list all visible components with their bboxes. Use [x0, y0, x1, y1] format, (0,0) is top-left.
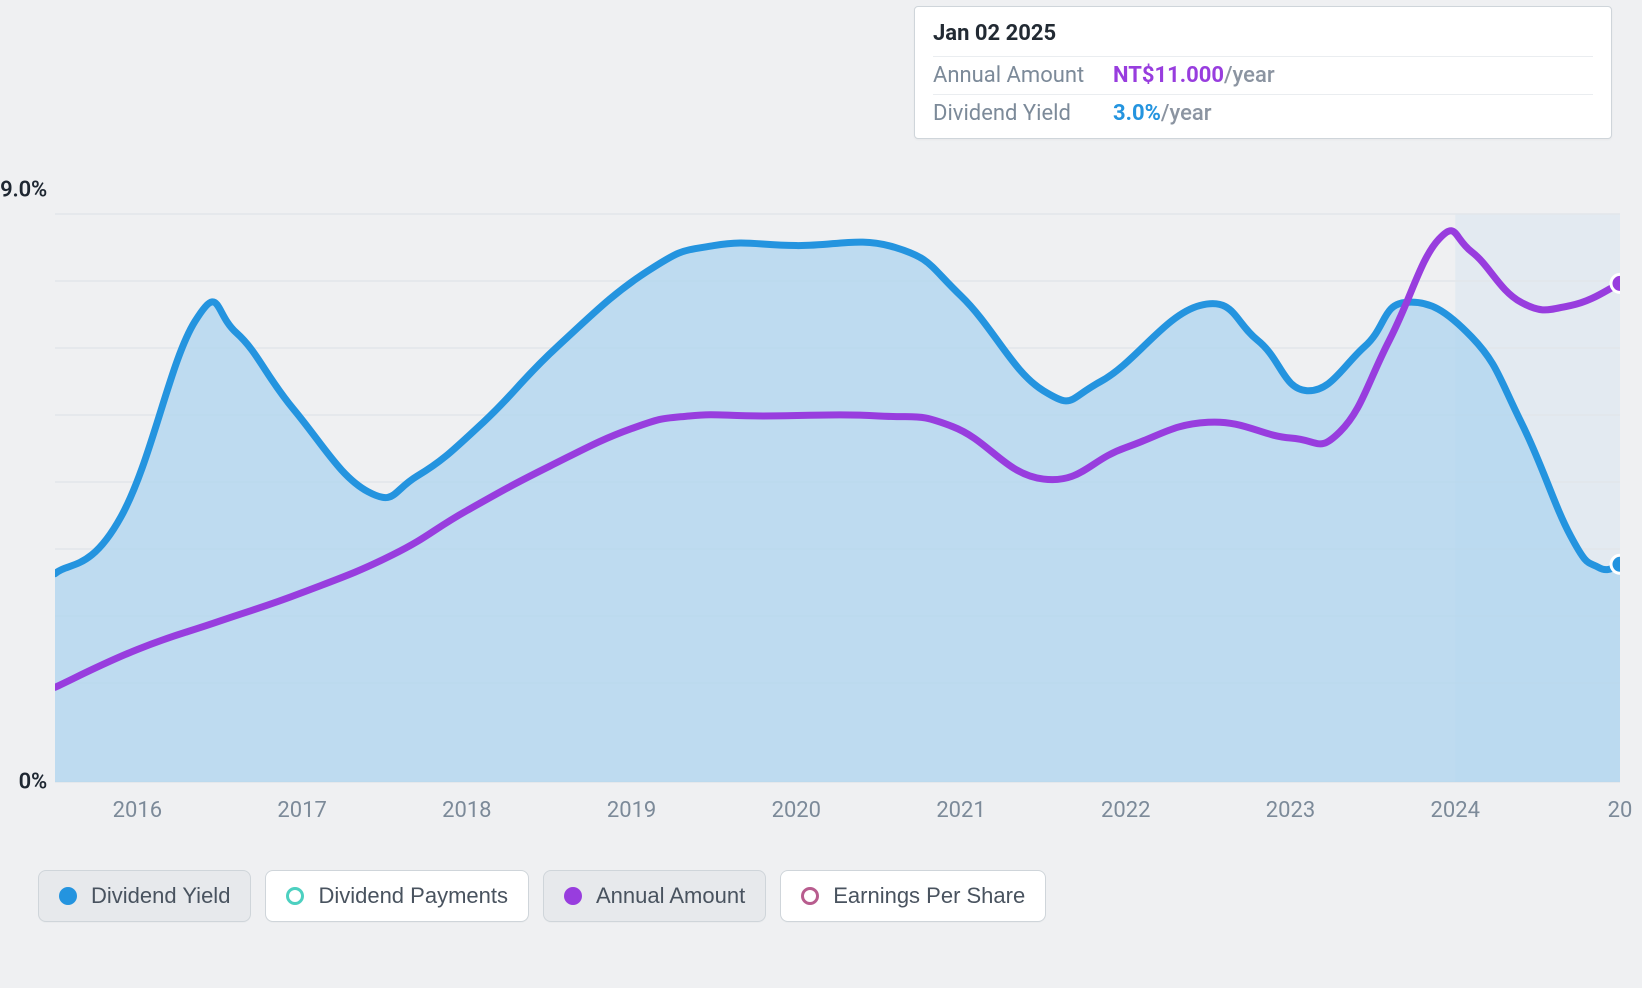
chart-svg: [55, 20, 1620, 850]
legend-chip-label: Annual Amount: [596, 883, 745, 909]
x-axis-tick-label: 2019: [607, 798, 656, 823]
tooltip-date: Jan 02 2025: [933, 21, 1593, 56]
chart-legend: Dividend Yield Dividend Payments Annual Am…: [38, 870, 1046, 922]
legend-marker-icon: [564, 887, 582, 905]
legend-chip-label: Earnings Per Share: [833, 883, 1025, 909]
tooltip-row-value: 3.0%/year: [1113, 101, 1593, 126]
legend-chip-dividend-yield[interactable]: Dividend Yield: [38, 870, 251, 922]
legend-chip-label: Dividend Yield: [91, 883, 230, 909]
x-axis-tick-label: 2022: [1101, 798, 1150, 823]
x-axis-tick-label: 20: [1608, 798, 1633, 823]
x-axis-tick-label: 2024: [1431, 798, 1480, 823]
legend-marker-icon: [286, 887, 304, 905]
chart-plot[interactable]: 0%9.0% Past: [55, 20, 1620, 850]
tooltip-row-annual-amount: Annual Amount NT$11.000/year: [933, 56, 1593, 94]
tooltip-row-value-number: 3.0%: [1113, 101, 1161, 126]
tooltip-row-unit: /year: [1224, 63, 1275, 88]
tooltip-row-unit: /year: [1161, 101, 1212, 126]
legend-chip-annual-amount[interactable]: Annual Amount: [543, 870, 766, 922]
x-axis-tick-label: 2016: [113, 798, 162, 823]
y-axis-tick-label: 9.0%: [0, 178, 47, 203]
chart-tooltip: Jan 02 2025 Annual Amount NT$11.000/year…: [914, 6, 1612, 139]
tooltip-row-label: Dividend Yield: [933, 101, 1113, 126]
legend-chip-dividend-payments[interactable]: Dividend Payments: [265, 870, 529, 922]
x-axis: 20162017201820192020202120222023202420: [55, 798, 1620, 838]
x-axis-tick-label: 2017: [277, 798, 326, 823]
chart-root: 0%9.0% Past 2016 2017 2018 2019 2020 2021 2022…: [0, 0, 1642, 988]
x-axis-tick-label: 2021: [936, 798, 985, 823]
legend-chip-eps[interactable]: Earnings Per Share: [780, 870, 1046, 922]
x-axis-tick-label: 2020: [772, 798, 821, 823]
x-axis-tick-label: 2018: [442, 798, 491, 823]
tooltip-row-value: NT$11.000/year: [1113, 63, 1593, 88]
tooltip-row-dividend-yield: Dividend Yield 3.0%/year: [933, 94, 1593, 132]
x-axis-tick-label: 2023: [1266, 798, 1315, 823]
legend-marker-icon: [801, 887, 819, 905]
y-axis-tick-label: 0%: [19, 770, 47, 795]
legend-chip-label: Dividend Payments: [318, 883, 508, 909]
tooltip-row-label: Annual Amount: [933, 63, 1113, 88]
legend-marker-icon: [59, 887, 77, 905]
tooltip-row-value-number: NT$11.000: [1113, 63, 1224, 88]
